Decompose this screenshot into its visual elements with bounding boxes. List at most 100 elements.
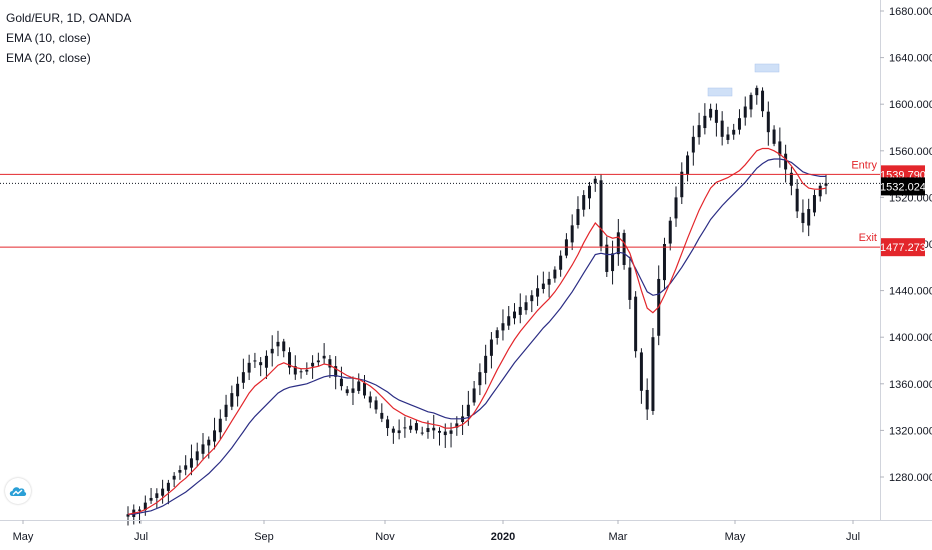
candle-body — [789, 172, 793, 186]
candle-body — [409, 425, 413, 430]
price-axis[interactable]: 1680.000 1640.000 1600.000 1560.000 1520.000… — [880, 6, 932, 484]
candle-body — [639, 352, 643, 391]
ema20-line — [128, 158, 826, 515]
candle-body — [345, 389, 349, 394]
candle-body — [236, 383, 240, 397]
candle-body — [582, 195, 586, 210]
candle-body — [311, 362, 315, 367]
time-tick-label: Nov — [375, 531, 395, 543]
candle-body — [732, 129, 736, 135]
candle-body — [178, 470, 182, 473]
price-tick-label: 1360.000 — [889, 379, 932, 391]
candle-body — [559, 255, 563, 270]
candle-body — [357, 381, 361, 391]
candle-body — [766, 111, 770, 133]
candle-body — [334, 366, 338, 377]
candle-body — [645, 389, 649, 410]
level-lines: Entry Exit — [0, 159, 880, 248]
symbol-title[interactable]: Gold/EUR, 1D, OANDA — [6, 11, 132, 25]
candle-body — [484, 355, 488, 373]
candle-body — [386, 419, 390, 429]
candle-body — [241, 372, 245, 383]
current-price-tag: 1532.024 — [880, 177, 926, 196]
candle-body — [726, 134, 730, 140]
candle-body — [339, 378, 343, 387]
candle-body — [288, 352, 292, 368]
candle-body — [218, 418, 222, 433]
candle-body — [155, 493, 159, 498]
candle-body — [524, 302, 528, 311]
candle-body — [380, 412, 384, 419]
candle-body — [743, 106, 747, 118]
peak-highlight[interactable] — [754, 63, 780, 73]
time-tick-label: May — [725, 531, 746, 543]
peak-highlights — [707, 63, 780, 97]
ema20-legend[interactable]: EMA (20, close) — [6, 51, 91, 65]
candle-body — [570, 225, 574, 243]
candle-body — [143, 502, 147, 511]
candle-body — [201, 444, 205, 454]
candle-body — [818, 185, 822, 197]
price-tick-label: 1560.000 — [889, 146, 932, 158]
candle-body — [755, 87, 759, 96]
candle-body — [824, 183, 828, 186]
price-tick-label: 1680.000 — [889, 6, 932, 18]
candle-body — [587, 185, 591, 199]
candle-body — [512, 311, 516, 319]
candle-body — [443, 431, 447, 436]
candle-body — [438, 430, 442, 433]
exit-price-tag: 1477.273 — [880, 238, 926, 257]
candle-body — [501, 323, 505, 331]
candle-body — [691, 136, 695, 153]
candle-body — [282, 341, 286, 352]
candle-body — [518, 306, 522, 315]
candle-body — [703, 115, 707, 129]
candle-body — [126, 514, 130, 517]
candle-body — [397, 430, 401, 434]
candle-body — [720, 120, 724, 137]
time-axis[interactable]: May Jul Sep Nov 2020 Mar May Jul — [13, 520, 860, 543]
candle-body — [605, 244, 609, 272]
candle-body — [426, 428, 430, 433]
price-tick-label: 1280.000 — [889, 472, 932, 484]
candle-body — [772, 129, 776, 144]
candle-body — [276, 341, 280, 347]
candle-body — [795, 188, 799, 212]
ema10-legend[interactable]: EMA (10, close) — [6, 31, 91, 45]
candle-body — [668, 220, 672, 244]
candle-body — [714, 109, 718, 123]
svg-text:1532.024: 1532.024 — [880, 181, 926, 193]
candle-body — [189, 458, 193, 468]
ema10-line — [127, 147, 827, 515]
candle-body — [599, 180, 603, 247]
peak-highlight[interactable] — [707, 87, 733, 97]
candle-body — [230, 393, 234, 407]
candle-body — [709, 108, 713, 118]
candle-body — [495, 330, 499, 338]
candle-body — [305, 369, 309, 372]
price-tick-label: 1320.000 — [889, 425, 932, 437]
candle-body — [530, 295, 534, 302]
time-tick-label: Jul — [134, 531, 148, 543]
candle-body — [686, 155, 690, 175]
candle-body — [374, 400, 378, 410]
time-tick-label: 2020 — [491, 531, 515, 543]
price-tick-label: 1600.000 — [889, 99, 932, 111]
candle-body — [541, 283, 545, 290]
candle-body — [737, 118, 741, 130]
candle-body — [414, 423, 418, 431]
candle-body — [299, 371, 303, 373]
candle-body — [547, 278, 551, 285]
candle-body — [536, 288, 540, 297]
candle-body — [420, 432, 424, 434]
tradingview-cloud-icon[interactable] — [5, 478, 31, 504]
candle-body — [213, 430, 217, 442]
candle-body — [616, 232, 620, 255]
candle-body — [449, 430, 453, 434]
candle-body — [195, 451, 199, 461]
candle-body — [172, 475, 176, 480]
candle-body — [593, 178, 597, 184]
chart-legend: Gold/EUR, 1D, OANDA EMA (10, close) EMA … — [6, 8, 131, 68]
